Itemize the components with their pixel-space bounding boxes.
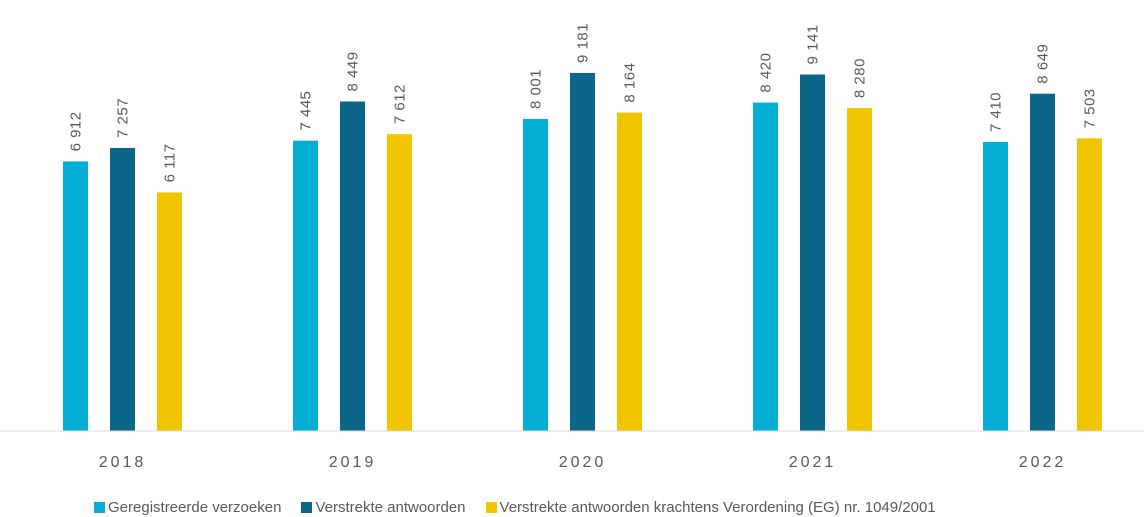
data-label-2022-geregistreerde-verzoeken: 7 410: [988, 92, 1005, 132]
bar-2018-geregistreerde-verzoeken: [63, 161, 88, 431]
x-tick-label-2018: 2018: [99, 454, 147, 470]
bar-2022-geregistreerde-verzoeken: [983, 142, 1008, 431]
data-label-2018-verstrekte-antwoorden: 7 257: [115, 98, 132, 138]
legend-swatch-geregistreerde-verzoeken: [94, 501, 105, 513]
bar-2019-verstrekte-antwoorden-krachtens-verordening-eg-nr-1049-2001: [387, 134, 412, 431]
data-label-2021-geregistreerde-verzoeken: 8 420: [758, 53, 775, 93]
bar-2022-verstrekte-antwoorden-krachtens-verordening-eg-nr-1049-2001: [1077, 138, 1102, 431]
legend-label-verstrekte-antwoorden-verordening: Verstrekte antwoorden krachtens Verorden…: [499, 498, 936, 516]
bar-2022-verstrekte-antwoorden: [1030, 93, 1055, 432]
bar-2019-geregistreerde-verzoeken: [293, 140, 318, 431]
data-label-2021-verstrekte-antwoorden: 9 141: [805, 24, 822, 64]
legend-item-verstrekte-antwoorden: Verstrekte antwoorden: [301, 498, 466, 516]
legend-item-verstrekte-antwoorden-verordening: Verstrekte antwoorden krachtens Verorden…: [485, 498, 936, 516]
data-label-2018-verstrekte-antwoorden-krachtens-verordening-eg-nr-1049-2001: 6 117: [162, 143, 179, 182]
data-label-2019-geregistreerde-verzoeken: 7 445: [298, 91, 315, 131]
data-label-2020-verstrekte-antwoorden: 9 181: [575, 23, 592, 63]
bar-2020-geregistreerde-verzoeken: [523, 118, 548, 431]
data-label-2020-geregistreerde-verzoeken: 8 001: [528, 69, 545, 109]
data-label-2022-verstrekte-antwoorden: 8 649: [1035, 44, 1052, 84]
bar-2020-verstrekte-antwoorden-krachtens-verordening-eg-nr-1049-2001: [617, 112, 642, 431]
data-label-2019-verstrekte-antwoorden-krachtens-verordening-eg-nr-1049-2001: 7 612: [392, 84, 409, 124]
x-tick-labels-layer: 2018 2019 2020 2021 2022: [99, 454, 1067, 470]
legend-item-geregistreerde-verzoeken: Geregistreerde verzoeken: [94, 499, 281, 516]
data-label-2022-verstrekte-antwoorden-krachtens-verordening-eg-nr-1049-2001: 7 503: [1082, 88, 1099, 128]
x-tick-label-2019: 2019: [329, 454, 377, 470]
bar-2018-verstrekte-antwoorden-krachtens-verordening-eg-nr-1049-2001: [157, 192, 182, 431]
legend-label-verstrekte-antwoorden: Verstrekte antwoorden: [315, 498, 466, 516]
data-labels-layer: 6 912 7 257 6 117 7 445 8 449 7 612 8 001 9 181…: [68, 23, 1099, 183]
data-label-2021-verstrekte-antwoorden-krachtens-verordening-eg-nr-1049-2001: 8 280: [852, 58, 869, 98]
bar-chart: 6 912 7 257 6 117 7 445 8 449 7 612 8 001 9 181…: [0, 23, 1144, 470]
legend-swatch-verstrekte-antwoorden: [301, 501, 313, 513]
bar-2020-verstrekte-antwoorden: [570, 72, 595, 431]
bar-2021-verstrekte-antwoorden: [800, 74, 825, 431]
x-tick-label-2021: 2021: [789, 454, 837, 470]
data-label-2018-geregistreerde-verzoeken: 6 912: [68, 111, 85, 151]
legend-swatch-verstrekte-antwoorden-verordening: [485, 501, 497, 513]
bar-2019-verstrekte-antwoorden: [340, 101, 365, 431]
legend-label-geregistreerde-verzoeken: Geregistreerde verzoeken: [108, 498, 282, 516]
data-label-2019-verstrekte-antwoorden: 8 449: [345, 51, 362, 91]
x-tick-label-2020: 2020: [559, 454, 607, 470]
data-label-2020-verstrekte-antwoorden-krachtens-verordening-eg-nr-1049-2001: 8 164: [622, 63, 639, 103]
bars-layer: [63, 72, 1102, 432]
bar-2021-geregistreerde-verzoeken: [753, 102, 778, 432]
bar-2018-verstrekte-antwoorden: [110, 147, 135, 432]
x-tick-label-2022: 2022: [1019, 454, 1067, 470]
bar-2021-verstrekte-antwoorden-krachtens-verordening-eg-nr-1049-2001: [847, 108, 872, 431]
legend: Geregistreerde verzoeken Verstrekte antw…: [94, 497, 956, 517]
